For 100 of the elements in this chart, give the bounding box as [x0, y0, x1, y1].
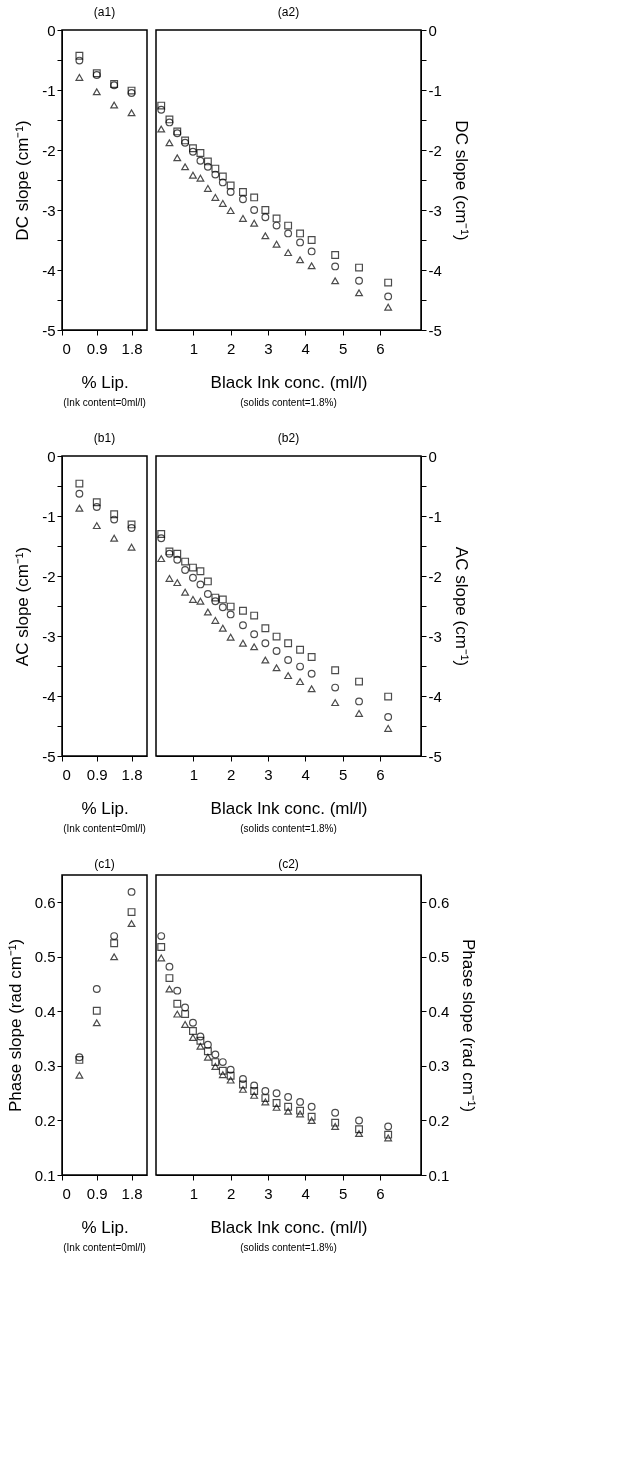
x-tick-label: 1	[189, 765, 198, 783]
point	[261, 624, 270, 633]
point	[284, 1107, 293, 1115]
point	[203, 157, 212, 166]
point	[110, 939, 119, 948]
point	[331, 1122, 340, 1130]
point	[261, 213, 270, 222]
point	[239, 639, 247, 647]
point	[296, 1097, 305, 1106]
point	[307, 1102, 316, 1111]
y-tick-label: 0	[47, 21, 56, 39]
x-tick-label: 2	[226, 1184, 236, 1202]
point	[355, 677, 363, 686]
y-tick-label: 0.4	[34, 1002, 56, 1020]
x-tick-label: 0.9	[86, 1184, 108, 1202]
point	[331, 262, 340, 271]
point	[307, 236, 316, 244]
point	[218, 178, 227, 187]
point	[272, 1099, 281, 1107]
point	[384, 278, 393, 287]
point	[218, 603, 227, 612]
point	[127, 920, 136, 928]
point	[211, 170, 220, 179]
point	[189, 147, 197, 156]
point	[211, 1050, 220, 1059]
point	[226, 188, 235, 196]
x-tick-label: 0	[62, 339, 71, 357]
point	[211, 593, 220, 602]
point	[157, 101, 166, 110]
point	[196, 1042, 205, 1050]
y2-tick-label: -4	[428, 687, 442, 705]
point	[110, 515, 119, 524]
point	[384, 303, 393, 311]
point	[92, 985, 101, 993]
point	[296, 256, 305, 264]
y-axis-title: DC slope (cm⁻¹)	[13, 120, 33, 241]
y2-tick-label: -2	[428, 141, 442, 159]
y2-axis-title: Phase slope (rad cm⁻¹)	[459, 938, 479, 1113]
x-axis-title: Black Ink conc. (ml/l)	[210, 1217, 368, 1237]
x-tick-label: 0.9	[86, 765, 108, 783]
chart-title: (a1)	[93, 5, 116, 19]
point	[331, 1118, 340, 1127]
point	[203, 184, 212, 192]
point	[196, 1032, 205, 1041]
x-tick-label: 0	[62, 1184, 71, 1202]
y2-tick-label: 0	[428, 447, 437, 465]
x-tick-label: 3	[264, 339, 273, 357]
x-axis-title: % Lip.	[81, 798, 129, 818]
point	[127, 89, 136, 97]
point	[307, 1112, 316, 1121]
point	[272, 664, 281, 672]
point	[272, 1103, 281, 1111]
point	[272, 1089, 281, 1098]
point	[384, 1130, 393, 1139]
point	[284, 221, 293, 230]
point	[127, 520, 136, 529]
point	[355, 276, 363, 285]
point	[75, 489, 84, 498]
point	[165, 139, 174, 147]
y-tick-label: -5	[42, 747, 56, 765]
point	[218, 624, 227, 632]
point	[250, 643, 259, 651]
point	[226, 633, 235, 641]
point	[127, 887, 136, 896]
point	[189, 144, 197, 153]
point	[211, 164, 220, 173]
point	[157, 954, 166, 962]
point	[296, 645, 305, 654]
point	[226, 1071, 235, 1080]
x-tick-label: 0	[62, 765, 71, 783]
chart-title: (a2)	[277, 5, 300, 19]
point	[250, 1091, 259, 1099]
point	[165, 115, 174, 124]
point	[110, 932, 119, 941]
point	[181, 557, 190, 566]
point	[250, 1081, 259, 1090]
y-tick-label: 0	[47, 447, 56, 465]
point	[127, 543, 136, 551]
y-tick-label: -3	[42, 201, 56, 219]
point	[157, 932, 166, 941]
point	[181, 163, 190, 171]
point	[173, 999, 182, 1008]
point	[127, 908, 136, 917]
point	[284, 656, 293, 664]
point	[203, 608, 212, 616]
point	[189, 563, 197, 572]
y-tick-label: -2	[42, 567, 56, 585]
point	[331, 666, 340, 675]
point	[296, 1110, 305, 1118]
point	[165, 574, 174, 582]
point	[307, 1116, 316, 1124]
point	[284, 249, 293, 257]
point	[331, 251, 340, 259]
text: (solids content=1.8%)	[240, 1242, 337, 1253]
y2-tick-label: -1	[428, 507, 442, 525]
y2-tick-label: 0	[428, 21, 437, 39]
point	[261, 1098, 270, 1106]
y-tick-label: -1	[42, 81, 56, 99]
point	[239, 1075, 247, 1083]
point	[239, 214, 247, 222]
